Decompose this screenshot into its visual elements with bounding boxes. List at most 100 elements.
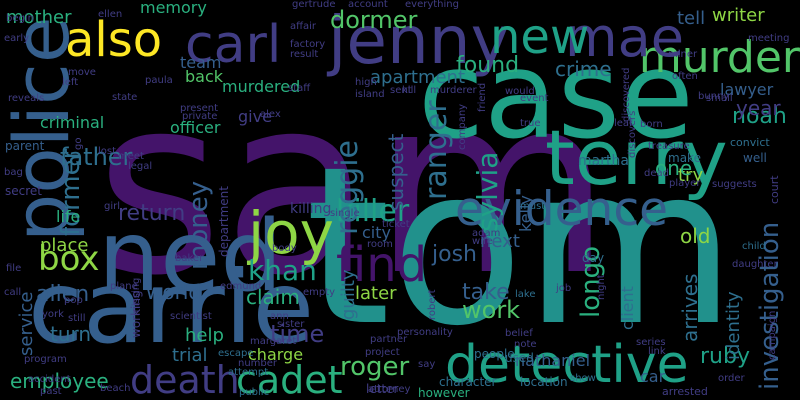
word-meeting: meeting — [748, 32, 790, 44]
word-state: state — [112, 91, 138, 103]
word-daughter: daughter — [732, 258, 778, 270]
word-sam: sam — [95, 44, 612, 330]
word-friend: friend — [477, 82, 488, 112]
word-turn: turn — [50, 321, 92, 346]
word-player: player — [669, 177, 701, 189]
word-reggie: reggie — [330, 139, 365, 235]
word-campaign: campaign — [767, 310, 778, 360]
word-give: give — [238, 106, 272, 126]
word-sent: sent — [390, 84, 412, 96]
word-go: go — [73, 137, 84, 150]
word-affair: affair — [290, 20, 317, 32]
word-legal: legal — [128, 160, 153, 172]
word-year: year — [736, 95, 781, 120]
word-suggests: suggests — [712, 178, 757, 190]
word-time: time — [270, 320, 325, 349]
word-crime: crime — [555, 56, 612, 81]
word-people: people — [474, 347, 515, 362]
word-everything: everything — [405, 0, 459, 10]
word-treasure: treasure — [648, 140, 690, 152]
word-wife: wife — [472, 235, 493, 247]
word-past: past — [40, 385, 62, 397]
word-call: call — [4, 286, 22, 298]
word-killer: killer — [336, 194, 410, 230]
word-writer: writer — [712, 5, 765, 27]
word-find: find — [336, 236, 428, 293]
word-court: court — [768, 175, 781, 204]
word-death: death — [130, 357, 240, 400]
word-however: however — [418, 386, 470, 400]
word-character: character — [439, 375, 497, 390]
word-bag: bag — [4, 166, 23, 178]
word-khan: khan — [248, 254, 317, 288]
word-parent: parent — [5, 139, 45, 154]
word-ned: ned — [98, 199, 283, 314]
word-return: return — [118, 200, 186, 226]
word-paula: paula — [145, 74, 173, 86]
word-ann: ann — [270, 310, 289, 322]
word-sister: sister — [277, 318, 305, 330]
word-attorney: attorney — [368, 383, 411, 395]
word-josh: josh — [432, 241, 477, 267]
word-sylvia: sylvia — [471, 151, 504, 232]
word-small: small — [706, 92, 733, 104]
word-link: link — [648, 345, 666, 357]
word-adam: adam — [472, 227, 501, 239]
word-baker: baker — [175, 252, 204, 264]
word-evidence: evidence — [455, 182, 669, 238]
word-lake: lake — [515, 288, 536, 300]
word-beach: beach — [100, 382, 131, 394]
word-working: working — [129, 290, 143, 338]
word-detective: detective — [445, 335, 689, 396]
word-often: often — [672, 70, 698, 82]
word-high: high — [355, 76, 377, 88]
word-gertrude: gertrude — [292, 0, 336, 10]
word-case: case — [418, 26, 694, 166]
word-murder: murder — [638, 31, 800, 83]
word-ruby: ruby — [700, 343, 750, 369]
word-tom: tom — [305, 121, 737, 375]
word-number: number — [238, 357, 278, 369]
word-martha: martha — [578, 152, 629, 169]
word-kill: kill — [402, 84, 417, 96]
word-empty: empty — [303, 286, 336, 298]
word-reveals: reveals — [8, 92, 45, 104]
word-one: one — [655, 155, 693, 180]
word-service: service — [16, 291, 37, 356]
word-try: try — [678, 165, 704, 187]
word-take: take — [462, 279, 510, 305]
word-account: account — [348, 0, 388, 10]
word-mae: mae — [565, 5, 684, 69]
word-nathaniel: nathaniel — [515, 350, 591, 370]
word-secret: secret — [5, 184, 42, 199]
word-robert: robert — [427, 289, 438, 320]
word-dead: dead — [644, 167, 669, 179]
word-location: location — [520, 375, 568, 390]
word-roger: roger — [340, 351, 410, 382]
word-discovers: discovers — [627, 110, 638, 158]
word-client: client — [618, 286, 637, 330]
word-murdered: murdered — [222, 76, 301, 96]
word-escape: escape — [218, 347, 254, 359]
word-father: father — [60, 143, 133, 172]
word-would: would — [505, 85, 535, 97]
word-joy: joy — [248, 199, 334, 268]
word-miner: miner — [668, 48, 698, 60]
word-jenny: jenny — [328, 1, 510, 79]
word-world: world — [146, 279, 202, 304]
word-help: help — [185, 325, 224, 347]
word-employee: employee — [10, 368, 109, 393]
word-cadet: cadet — [236, 357, 343, 400]
word-charge: charge — [248, 344, 304, 364]
word-job: job — [556, 282, 572, 294]
word-private: private — [182, 110, 218, 122]
word-plane: plane — [110, 280, 138, 292]
word-order: order — [718, 372, 745, 384]
word-tell: tell — [677, 8, 706, 30]
word-room: room — [367, 238, 393, 250]
word-scientist: scientist — [170, 310, 212, 322]
word-must: must — [520, 200, 546, 212]
word-event: event — [520, 92, 549, 104]
word-well: well — [743, 151, 767, 166]
